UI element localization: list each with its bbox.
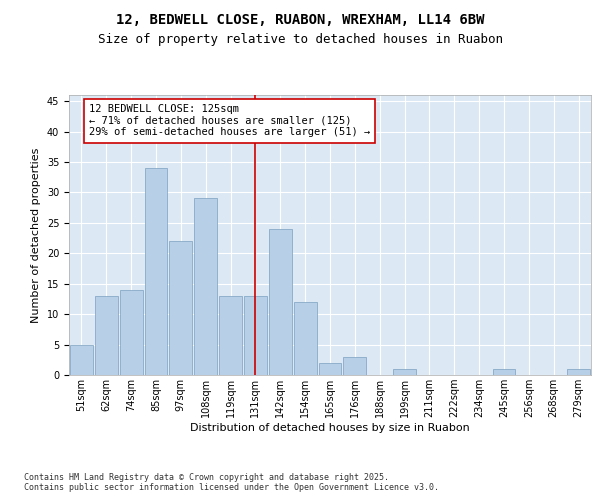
Bar [567, 369, 590, 375]
Bar [70, 344, 93, 375]
Bar [294, 302, 317, 375]
Bar [219, 296, 242, 375]
Bar [95, 296, 118, 375]
Text: 12 BEDWELL CLOSE: 125sqm
← 71% of detached houses are smaller (125)
29% of semi-: 12 BEDWELL CLOSE: 125sqm ← 71% of detach… [89, 104, 370, 138]
Bar [493, 369, 515, 375]
Bar [145, 168, 167, 375]
Bar [319, 363, 341, 375]
Text: 12, BEDWELL CLOSE, RUABON, WREXHAM, LL14 6BW: 12, BEDWELL CLOSE, RUABON, WREXHAM, LL14… [116, 12, 484, 26]
Bar [343, 356, 366, 375]
Bar [393, 369, 416, 375]
Y-axis label: Number of detached properties: Number of detached properties [31, 148, 41, 322]
Bar [169, 241, 192, 375]
Bar [120, 290, 143, 375]
Text: Size of property relative to detached houses in Ruabon: Size of property relative to detached ho… [97, 32, 503, 46]
Bar [269, 229, 292, 375]
Text: Contains HM Land Registry data © Crown copyright and database right 2025.
Contai: Contains HM Land Registry data © Crown c… [24, 472, 439, 492]
Bar [244, 296, 267, 375]
Bar [194, 198, 217, 375]
X-axis label: Distribution of detached houses by size in Ruabon: Distribution of detached houses by size … [190, 423, 470, 433]
